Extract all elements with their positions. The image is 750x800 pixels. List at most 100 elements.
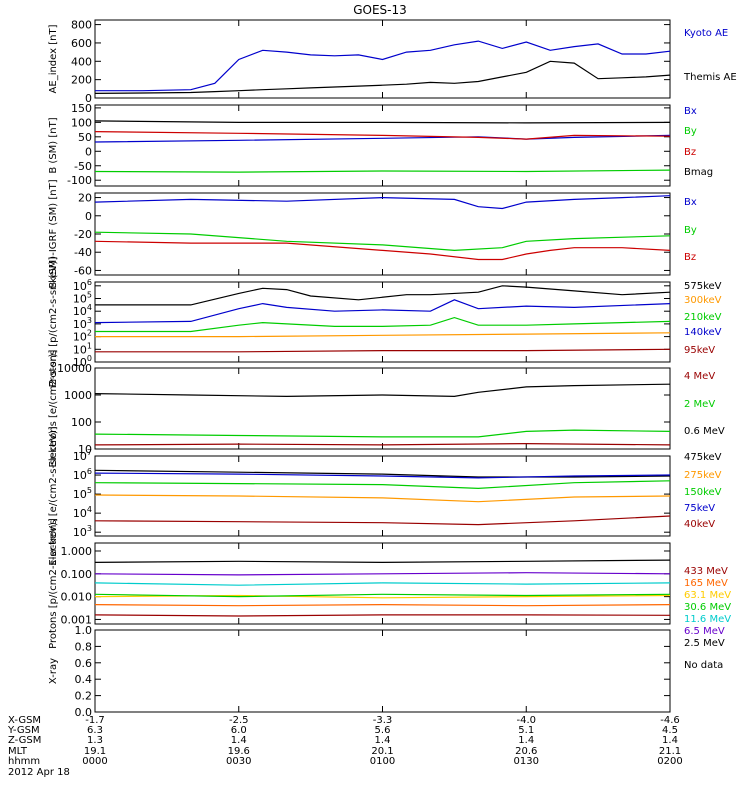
- y-tick-label: -100: [67, 174, 92, 187]
- legend-entry: Bz: [684, 147, 696, 158]
- series-line-themis-ae: [94, 60, 671, 94]
- series-line-2-mev: [94, 429, 671, 438]
- series-line-by: [94, 169, 671, 173]
- y-axis-label: B (SM)-IGRF (SM) [nT]: [48, 179, 59, 288]
- y-tick-label: 101: [73, 341, 92, 356]
- y-tick-label: -40: [74, 246, 92, 259]
- y-tick-label: 106: [73, 278, 92, 293]
- x-tick-value: -4.0: [516, 715, 536, 726]
- y-tick-label: 10000: [57, 362, 92, 375]
- legend-entry: 300keV: [684, 295, 722, 306]
- panel-xray: 0.0 0.2 0.4 0.6 0.8 1.0 X-ray No data: [48, 624, 723, 719]
- series-line-6-5-mev: [94, 572, 671, 576]
- x-tick-value: 19.1: [84, 746, 106, 757]
- y-tick-label: 0.4: [75, 673, 93, 686]
- x-tick-value: 1.3: [87, 735, 103, 746]
- y-axis-label: Protons [p/(cm2-s-sr-keV)]: [48, 518, 59, 649]
- legend-entry: 6.5 MeV: [684, 626, 725, 637]
- legend-entry: By: [684, 126, 697, 137]
- y-tick-label: 106: [73, 467, 92, 482]
- x-tick-value: 6.0: [231, 725, 247, 736]
- legend-entry: 475keV: [684, 452, 722, 463]
- x-tick-value: 19.6: [228, 746, 250, 757]
- y-axis-label: X-ray: [48, 658, 59, 684]
- y-tick-label: 104: [73, 505, 92, 520]
- series-line-210kev: [95, 316, 671, 333]
- y-axis-label: AE_index [nT]: [48, 24, 59, 93]
- x-tick-value: 0100: [370, 756, 395, 767]
- y-tick-label: 800: [71, 19, 92, 32]
- series-line-11-6-mev: [94, 582, 671, 586]
- series-line-2-5-mev: [94, 559, 671, 564]
- y-tick-label: 100: [71, 416, 92, 429]
- y-tick-label: 0.6: [75, 657, 93, 670]
- legend-entry: 210keV: [684, 312, 722, 323]
- y-tick-label: -60: [74, 264, 92, 277]
- x-tick-value: 20.1: [371, 746, 393, 757]
- x-tick-value: -4.6: [660, 715, 680, 726]
- legend-entry: 4 MeV: [684, 371, 715, 382]
- y-tick-label: 105: [73, 486, 92, 501]
- x-tick-value: 1.4: [231, 735, 247, 746]
- x-tick-value: -3.3: [373, 715, 393, 726]
- series-line-95kev: [95, 348, 671, 353]
- x-tick-value: 20.6: [515, 746, 537, 757]
- legend-entry: Kyoto AE: [684, 28, 728, 39]
- x-tick-value: 5.1: [518, 725, 534, 736]
- x-tick-value: 0130: [514, 756, 539, 767]
- legend-entry: 275keV: [684, 470, 722, 481]
- legend-entry: 150keV: [684, 487, 722, 498]
- series-line-40kev: [94, 515, 671, 526]
- x-row-label: Z-GSM: [8, 735, 41, 746]
- series-line-275kev: [94, 494, 671, 503]
- series-line-kyoto-ae: [95, 40, 671, 92]
- y-tick-label: 1000: [64, 389, 92, 402]
- x-tick-value: 0030: [226, 756, 251, 767]
- series-line-30-6-mev: [94, 593, 671, 598]
- legend-entry: 165 MeV: [684, 578, 728, 589]
- y-tick-label: 1.000: [61, 545, 93, 558]
- series-line-475kev: [94, 469, 671, 478]
- series-line-0-6-mev: [94, 383, 671, 398]
- y-tick-label: 1.0: [75, 624, 93, 637]
- y-tick-label: 102: [73, 329, 92, 344]
- y-tick-label: 0.2: [75, 690, 93, 703]
- x-tick-value: -2.5: [229, 715, 249, 726]
- legend-entry: 75keV: [684, 503, 715, 514]
- x-tick-value: 1.4: [518, 735, 534, 746]
- legend-entry: 575keV: [684, 281, 722, 292]
- y-tick-label: 100: [73, 354, 92, 369]
- y-tick-label: 0: [85, 92, 92, 105]
- y-axis-label: Electrons [e/(cm2-s-sr-keV)]: [48, 426, 59, 565]
- x-row-label: hhmm: [8, 756, 40, 767]
- y-tick-label: 50: [78, 131, 92, 144]
- series-line-140kev: [94, 299, 671, 324]
- x-row-label: MLT: [8, 746, 28, 757]
- x-row-label: X-GSM: [8, 715, 41, 726]
- panel-ae: 0 200 400 600 800 AE_index [nT] Kyoto AE Themis…: [48, 19, 737, 105]
- series-line-433-mev: [94, 614, 671, 617]
- y-tick-label: 0.001: [61, 613, 93, 626]
- y-tick-label: 0.100: [61, 568, 93, 581]
- series-line-575kev: [95, 285, 671, 306]
- y-tick-label: 0: [85, 210, 92, 223]
- series-line-150kev: [94, 480, 671, 490]
- legend-entry: 63.1 MeV: [684, 590, 731, 601]
- y-tick-label: 20: [78, 192, 92, 205]
- series-line-165-mev: [94, 603, 671, 607]
- x-tick-value: 4.5: [662, 725, 678, 736]
- legend-entry: Bx: [684, 106, 697, 117]
- legend-entry: 140keV: [684, 327, 722, 338]
- y-axis-label: Electrons [e/(cm2-s-sr)]: [48, 349, 59, 467]
- y-axis-label: Protons [p/(cm2-s-sr-keV)]: [48, 257, 59, 388]
- y-tick-label: -20: [74, 228, 92, 241]
- y-tick-label: 103: [73, 316, 92, 331]
- legend-entry: Bmag: [684, 167, 713, 178]
- series-line-bx: [94, 195, 671, 210]
- legend-entry: By: [684, 225, 697, 236]
- y-axis-label: B (SM) [nT]: [48, 117, 59, 173]
- legend-entry: 2.5 MeV: [684, 638, 725, 649]
